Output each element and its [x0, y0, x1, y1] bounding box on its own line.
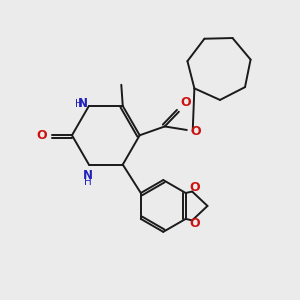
Text: O: O — [180, 96, 191, 110]
Text: N: N — [77, 97, 87, 110]
Text: H: H — [84, 177, 91, 187]
Text: H: H — [75, 99, 83, 109]
Text: O: O — [190, 218, 200, 230]
Text: O: O — [190, 182, 200, 194]
Text: O: O — [190, 125, 201, 138]
Text: N: N — [82, 169, 92, 182]
Text: O: O — [36, 129, 47, 142]
